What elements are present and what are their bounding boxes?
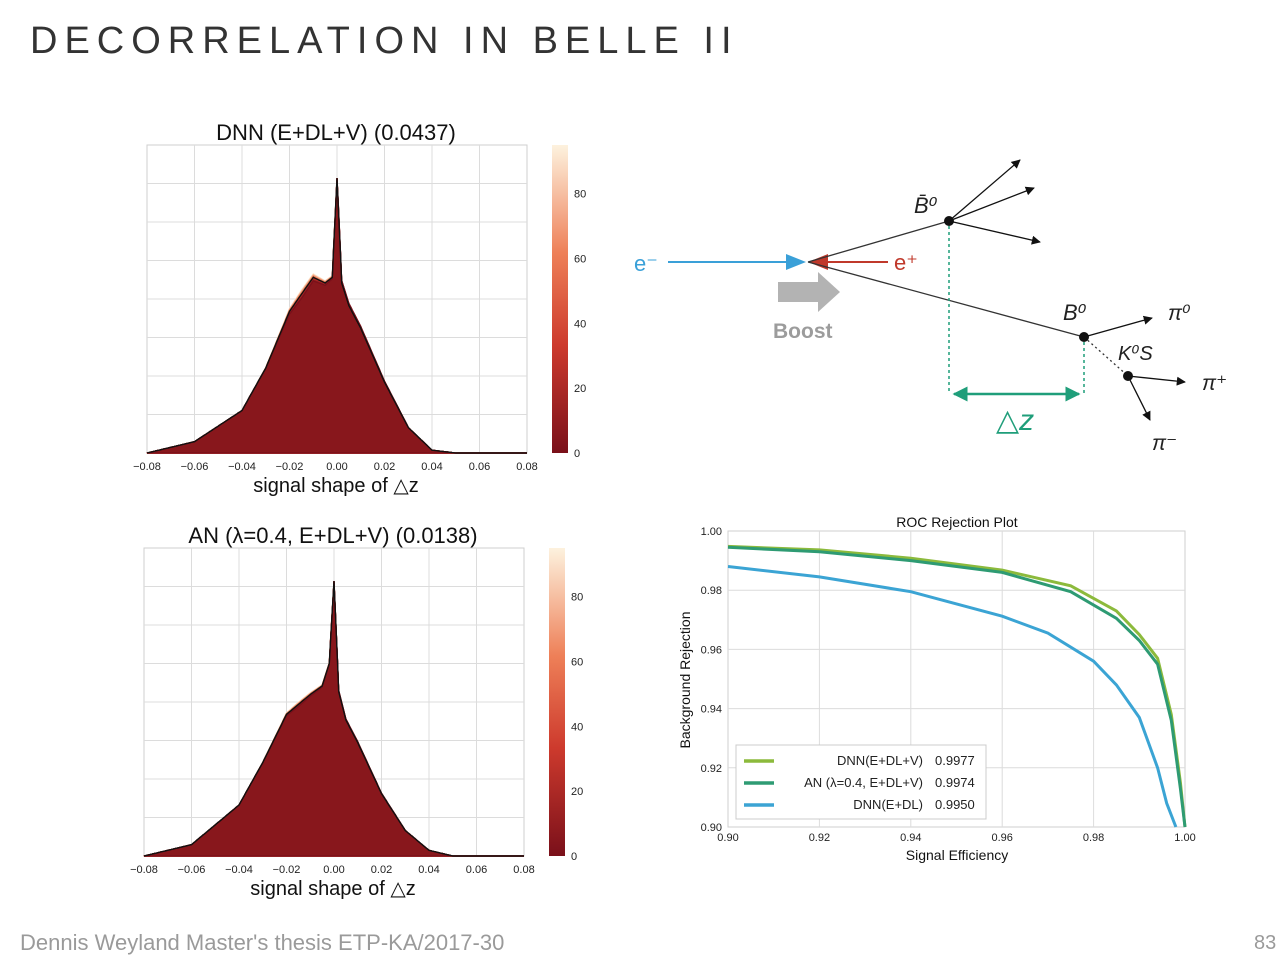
x-tick-label: −0.02 xyxy=(276,461,304,473)
legend-box xyxy=(735,744,987,820)
y-tick-label: 0.90 xyxy=(701,822,722,834)
x-tick-label: 1.00 xyxy=(1174,832,1195,844)
reference-curve xyxy=(146,178,527,454)
x-tick-label: 0.08 xyxy=(513,864,534,876)
histogram-title: AN (λ=0.4, E+DL+V) (0.0138) xyxy=(188,523,477,548)
x-tick-label: 0.94 xyxy=(900,832,921,844)
dz-label: △z xyxy=(996,404,1034,437)
ks-vertex xyxy=(1123,371,1133,381)
legend-series-name: DNN(E+DL+V) xyxy=(837,753,923,768)
x-tick-label: 0.90 xyxy=(717,832,738,844)
page-number: 83 xyxy=(1254,932,1277,954)
roc-curve xyxy=(727,545,1187,828)
x-tick-label: −0.08 xyxy=(130,864,158,876)
legend-auc-value: 0.9974 xyxy=(935,775,975,790)
roc-plot: ROC Rejection Plot 0.90 0.92 0.94 0.96 0.98 1… xyxy=(677,514,1196,863)
x-tick-label: 0.06 xyxy=(466,864,487,876)
x-tick-label: 0.02 xyxy=(374,461,395,473)
legend-auc-value: 0.9977 xyxy=(935,753,975,768)
y-tick-label: 0.92 xyxy=(701,763,722,775)
x-tick-label: −0.08 xyxy=(133,461,161,473)
x-tick-label: −0.06 xyxy=(181,461,209,473)
x-axis-label: signal shape of △z xyxy=(253,475,418,497)
x-tick-label: 0.08 xyxy=(516,461,537,473)
decay-diagram: e⁻ e⁺ Boost B̄⁰ B⁰ π⁰ K⁰S π⁺ π⁻ △z xyxy=(634,159,1227,455)
x-tick-label: 0.00 xyxy=(326,461,347,473)
legend-series-name: DNN(E+DL) xyxy=(853,797,923,812)
y-tick-label: 0.98 xyxy=(701,585,722,597)
x-tick-label: 0.00 xyxy=(323,864,344,876)
histogram-title: DNN (E+DL+V) (0.0437) xyxy=(216,120,456,145)
x-tick-label: 0.06 xyxy=(469,461,490,473)
x-tick-label: 0.04 xyxy=(421,461,442,473)
piplus-label: π⁺ xyxy=(1202,372,1227,395)
colorbar-tick-label: 60 xyxy=(571,656,583,668)
b0-daughter-line xyxy=(1083,315,1153,338)
x-tick-label: −0.02 xyxy=(273,864,301,876)
roc-curve xyxy=(727,565,1178,828)
ks-daughter-line xyxy=(1127,375,1186,386)
colorbar-tick-label: 20 xyxy=(571,786,583,798)
boost-arrow-icon xyxy=(778,272,840,312)
b0-flight-line xyxy=(807,261,1085,338)
plot-area: −0.08 −0.06 −0.04 −0.02 0.00 0.02 0.04 0.06 0.08… xyxy=(130,547,583,876)
y-tick-label: 0.94 xyxy=(701,704,722,716)
x-tick-label: 0.04 xyxy=(418,864,439,876)
plot-area: 0.90 0.92 0.94 0.96 0.98 1.00 0.90 0.92 0.94 0.96… xyxy=(701,526,1196,844)
bbar-daughter-line xyxy=(948,220,1041,245)
b0-vertex xyxy=(1079,332,1089,342)
electron-label: e⁻ xyxy=(634,251,658,276)
reference-curve xyxy=(143,581,524,857)
bbar-daughter-line xyxy=(948,186,1035,222)
colorbar-tick-label: 0 xyxy=(571,851,577,863)
x-axis-label: signal shape of △z xyxy=(250,878,415,900)
ks-daughter-line xyxy=(1127,375,1151,421)
histogram-an: AN (λ=0.4, E+DL+V) (0.0138) −0.08 −0.06 −0… xyxy=(130,523,583,900)
plot-area: −0.08 −0.06 −0.04 −0.02 0.00 0.02 0.04 0.06 0.08… xyxy=(133,144,586,473)
legend-series-name: AN (λ=0.4, E+DL+V) xyxy=(804,775,923,790)
x-tick-label: 0.92 xyxy=(809,832,830,844)
bbar-flight-line xyxy=(807,220,950,263)
colorbar-tick-label: 80 xyxy=(574,189,586,201)
colorbar-tick-label: 20 xyxy=(574,383,586,395)
bbar-label: B̄⁰ xyxy=(914,193,938,218)
x-tick-label: 0.02 xyxy=(371,864,392,876)
slide-title: DECORRELATION IN BELLE II xyxy=(30,20,739,62)
colorbar-tick-label: 0 xyxy=(574,448,580,460)
electron-arrowhead xyxy=(786,254,806,270)
boost-label: Boost xyxy=(773,320,833,343)
colorbar-tick-label: 80 xyxy=(571,592,583,604)
b0-label: B⁰ xyxy=(1063,300,1087,325)
colorbar xyxy=(552,145,568,453)
histogram-dnn: DNN (E+DL+V) (0.0437) −0.08 −0.06 −0.04 −0.… xyxy=(133,120,586,497)
legend-auc-value: 0.9950 xyxy=(935,797,975,812)
positron-label: e⁺ xyxy=(894,250,918,275)
bbar-daughter-line xyxy=(948,159,1021,222)
piminus-label: π⁻ xyxy=(1152,432,1177,455)
colorbar-tick-label: 40 xyxy=(571,721,583,733)
x-axis-label: Signal Efficiency xyxy=(906,847,1008,863)
x-tick-label: 0.96 xyxy=(991,832,1012,844)
bbar-vertex xyxy=(944,216,954,226)
x-tick-label: −0.06 xyxy=(178,864,206,876)
colorbar-tick-label: 60 xyxy=(574,253,586,265)
pi0-label: π⁰ xyxy=(1168,302,1191,325)
roc-title: ROC Rejection Plot xyxy=(896,514,1017,530)
y-tick-label: 1.00 xyxy=(701,526,722,538)
colorbar-tick-label: 40 xyxy=(574,318,586,330)
x-tick-label: 0.98 xyxy=(1083,832,1104,844)
x-tick-label: −0.04 xyxy=(225,864,253,876)
x-tick-label: −0.04 xyxy=(228,461,256,473)
colorbar xyxy=(549,548,565,856)
footer-citation: Dennis Weyland Master's thesis ETP-KA/20… xyxy=(20,930,505,955)
y-axis-label: Background Rejection xyxy=(677,612,693,749)
ks-label: K⁰S xyxy=(1118,343,1153,365)
y-tick-label: 0.96 xyxy=(701,644,722,656)
